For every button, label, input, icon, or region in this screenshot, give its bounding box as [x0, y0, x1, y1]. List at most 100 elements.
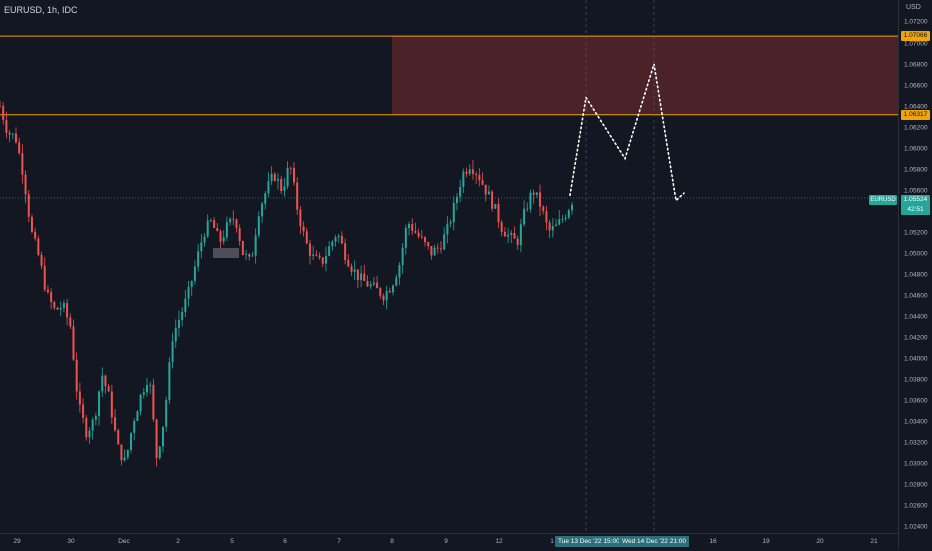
candle-body: [555, 224, 558, 226]
lower-level-label: 1.06317: [901, 110, 930, 120]
price-tick: 1.04000: [904, 355, 928, 363]
candle-body: [24, 174, 27, 195]
candle-body: [532, 192, 535, 195]
candle-body: [184, 298, 187, 312]
candle-body: [277, 178, 280, 181]
candle-body: [302, 226, 305, 232]
candle-body: [18, 142, 21, 154]
candle-body: [82, 404, 85, 418]
candle-body: [548, 222, 551, 231]
price-tick: 1.07000: [904, 40, 928, 48]
candle-body: [478, 174, 481, 181]
candle-body: [331, 241, 334, 247]
candle-body: [193, 266, 196, 281]
candle-body: [94, 416, 97, 420]
candle-body: [379, 288, 382, 296]
time-tick: 12: [495, 538, 503, 545]
candle-body: [376, 282, 379, 289]
candle-body: [424, 237, 427, 243]
candle-body: [539, 192, 542, 207]
candle-body: [251, 255, 254, 257]
candle-body: [324, 256, 327, 264]
candle-body: [401, 247, 404, 266]
time-tick: 16: [709, 538, 717, 545]
upper-level-label: 1.07066: [901, 31, 930, 41]
candle-body: [296, 182, 299, 210]
candle-body: [72, 326, 75, 360]
candle-body: [27, 194, 30, 217]
candle-body: [427, 242, 430, 247]
candle-body: [50, 292, 53, 302]
candle-body: [513, 232, 516, 239]
candle-body: [443, 234, 446, 250]
candle-body: [289, 167, 292, 169]
chart-canvas[interactable]: [0, 0, 898, 533]
price-axis[interactable]: [898, 0, 932, 550]
candle-body: [264, 193, 267, 204]
candle-body: [101, 375, 104, 392]
time-tick: 2: [176, 538, 180, 545]
time-tick: 6: [283, 538, 287, 545]
candle-body: [85, 417, 88, 438]
candle-body: [181, 311, 184, 320]
price-tick: 1.04800: [904, 271, 928, 279]
candle-body: [149, 384, 152, 386]
candle-body: [360, 273, 363, 281]
candle-body: [56, 307, 59, 310]
candle-body: [21, 153, 24, 175]
candle-body: [200, 242, 203, 252]
candle-body: [388, 290, 391, 293]
chart-pane[interactable]: [0, 0, 898, 533]
candle-body: [561, 218, 564, 220]
candle-body: [414, 230, 417, 233]
candle-body: [209, 220, 212, 221]
candle-body: [484, 184, 487, 195]
candle-body: [344, 243, 347, 261]
candle-body: [190, 280, 193, 287]
candle-body: [494, 203, 497, 209]
candle-body: [545, 211, 548, 223]
candle-body: [117, 430, 120, 445]
candle-body: [177, 319, 180, 328]
time-axis[interactable]: [0, 533, 898, 551]
time-tick: 21: [870, 538, 878, 545]
candle-body: [0, 106, 1, 107]
candle-body: [11, 133, 14, 135]
candle-body: [315, 254, 318, 256]
candle-body: [366, 280, 369, 287]
candle-body: [107, 386, 110, 392]
currency-label: USD: [906, 4, 921, 11]
candle-body: [334, 237, 337, 242]
candle-body: [305, 231, 308, 244]
candle-body: [395, 277, 398, 286]
candle-body: [452, 202, 455, 223]
candle-body: [516, 238, 519, 246]
symbol-title[interactable]: EURUSD, 1h, IDC: [4, 5, 78, 15]
candle-body: [257, 216, 260, 236]
candle-body: [158, 446, 161, 459]
candle-body: [130, 432, 133, 450]
price-tick: 1.02800: [904, 481, 928, 489]
candle-body: [491, 191, 494, 209]
candle-body: [40, 254, 43, 266]
candle-body: [114, 417, 117, 431]
candle-body: [187, 286, 190, 299]
candle-body: [152, 384, 155, 420]
candle-body: [369, 284, 372, 287]
price-tick: 1.06400: [904, 103, 928, 111]
candle-body: [347, 260, 350, 267]
candle-body: [66, 303, 69, 318]
candle-body: [529, 192, 532, 209]
candle-body: [417, 232, 420, 237]
candle-body: [286, 167, 289, 187]
candle-body: [558, 219, 561, 225]
candle-body: [337, 235, 340, 238]
candle-body: [34, 231, 37, 239]
candle-body: [43, 265, 46, 290]
candle-body: [433, 247, 436, 256]
candle-body: [161, 426, 164, 447]
price-tick: 1.05800: [904, 166, 928, 174]
candle-body: [436, 247, 439, 249]
candle-body: [430, 246, 433, 256]
price-tick: 1.06000: [904, 145, 928, 153]
